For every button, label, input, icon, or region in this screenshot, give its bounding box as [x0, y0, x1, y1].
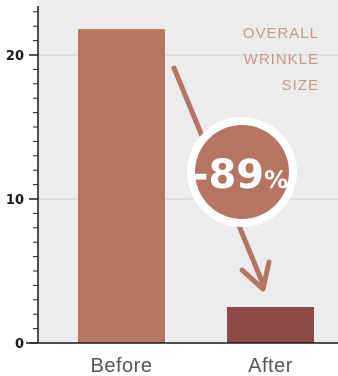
y-tick-label-10: 10 — [6, 193, 24, 208]
change-badge: -89% — [187, 117, 297, 227]
badge-change-text: -89% — [192, 152, 288, 198]
x-category-labels: Before After — [91, 355, 293, 376]
overlay-title-line-3: SIZE — [282, 77, 319, 94]
y-tick-labels: 0 10 20 — [6, 49, 24, 352]
badge-change-value: -89 — [192, 152, 264, 198]
y-tick-label-0: 0 — [15, 337, 24, 352]
bar-before — [78, 29, 165, 344]
bar-after — [227, 307, 314, 343]
y-tick-label-20: 20 — [6, 49, 24, 64]
badge-circle — [195, 125, 289, 219]
overlay-title: OVERALL WRINKLE SIZE — [243, 25, 319, 94]
badge-change-unit: % — [264, 166, 288, 194]
overlay-title-line-2: WRINKLE — [244, 51, 319, 68]
overlay-title-line-1: OVERALL — [243, 25, 319, 42]
x-label-before: Before — [91, 355, 153, 376]
arrow-head-icon — [239, 259, 272, 292]
bars — [78, 29, 314, 344]
x-label-after: After — [248, 355, 293, 376]
y-axis — [26, 6, 338, 344]
